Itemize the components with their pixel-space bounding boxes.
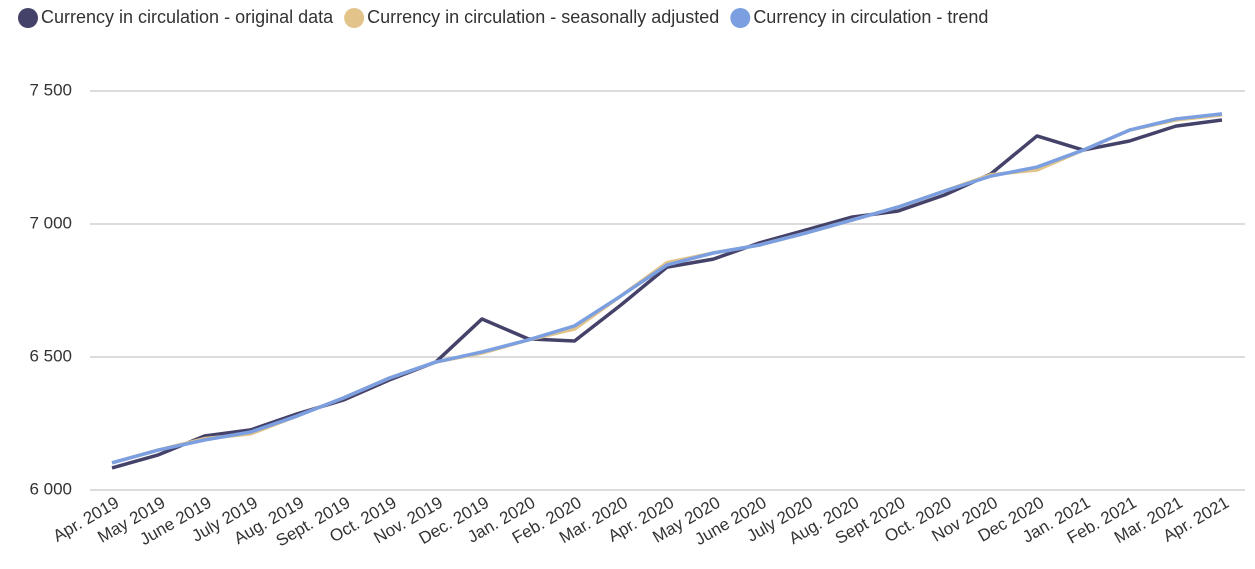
- legend-marker: [18, 8, 38, 28]
- y-tick-label: 7 000: [29, 213, 72, 232]
- legend-marker: [730, 8, 751, 28]
- series-line: [111, 118, 1223, 470]
- legend-label: Currency in circulation - seasonally adj…: [367, 7, 719, 27]
- legend-marker: [344, 8, 365, 28]
- y-tick-label: 6 000: [29, 479, 72, 498]
- series-line: [111, 113, 1223, 465]
- series-line: [111, 112, 1223, 465]
- y-tick-label: 7 500: [29, 80, 72, 99]
- y-tick-label: 6 500: [29, 346, 72, 365]
- legend-label: Currency in circulation - original data: [41, 7, 334, 27]
- legend-label: Currency in circulation - trend: [753, 7, 988, 27]
